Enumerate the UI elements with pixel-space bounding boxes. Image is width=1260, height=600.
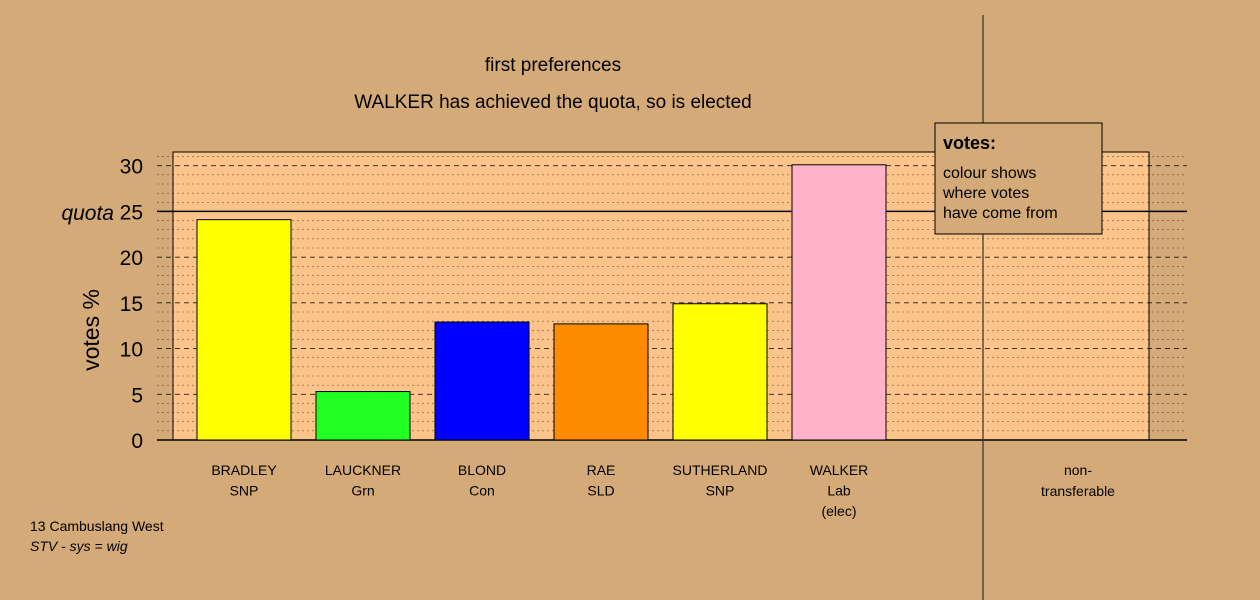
candidate-name-label: RAE [587, 462, 616, 478]
legend-title: votes: [943, 133, 996, 153]
candidate-name-label: LAUCKNER [325, 462, 401, 478]
legend-line-3: have come from [943, 205, 1058, 222]
candidate-name-label: BLOND [458, 462, 506, 478]
grid-lines [157, 156, 1187, 441]
bar-walker [791, 164, 887, 441]
candidate-name-label: BRADLEY [211, 462, 277, 478]
chart-subtitle: WALKER has achieved the quota, so is ele… [354, 92, 751, 113]
bar-bradley [196, 219, 292, 441]
ward-name: 13 Cambuslang West [30, 518, 164, 534]
y-tick-label: 0 [131, 430, 143, 453]
legend-box [934, 122, 1103, 235]
legend-line-1: colour shows [943, 165, 1036, 182]
y-tick-label: 30 [120, 156, 143, 179]
bars [196, 164, 887, 441]
candidate-party-label: SNP [706, 483, 735, 499]
chart-title: first preferences [485, 55, 621, 76]
candidate-name-label: WALKER [810, 462, 869, 478]
nontransferable-label-line1: non- [1064, 462, 1092, 478]
bar-rae [553, 323, 649, 441]
quota-label: quota [61, 202, 114, 225]
y-tick-label: 25 [120, 201, 143, 224]
y-tick-label: 10 [120, 339, 143, 362]
legend: votes: colour shows where votes have com… [934, 122, 1103, 235]
legend-line-2: where votes [942, 185, 1029, 202]
y-axis-title: votes % [78, 289, 104, 371]
bar-sutherland [672, 303, 768, 441]
candidate-name-label: SUTHERLAND [673, 462, 768, 478]
candidate-status-label: (elec) [821, 503, 856, 519]
y-axis: 0 5 10 15 20 25 30 [120, 156, 143, 453]
voting-system: STV - sys = wig [30, 538, 128, 554]
nontransferable-label-line2: transferable [1041, 483, 1115, 499]
y-tick-label: 15 [120, 293, 143, 316]
x-axis-labels: BRADLEY SNP LAUCKNER Grn BLOND Con RAE SLD SUTHE… [211, 462, 868, 519]
candidate-party-label: Lab [827, 483, 851, 499]
candidate-party-label: Con [469, 483, 495, 499]
bar-blond [434, 321, 530, 441]
candidate-party-label: Grn [351, 483, 374, 499]
bar-lauckner [315, 391, 411, 441]
candidate-party-label: SNP [230, 483, 259, 499]
y-tick-label: 5 [131, 384, 143, 407]
y-tick-label: 20 [120, 247, 143, 270]
candidate-party-label: SLD [587, 483, 614, 499]
